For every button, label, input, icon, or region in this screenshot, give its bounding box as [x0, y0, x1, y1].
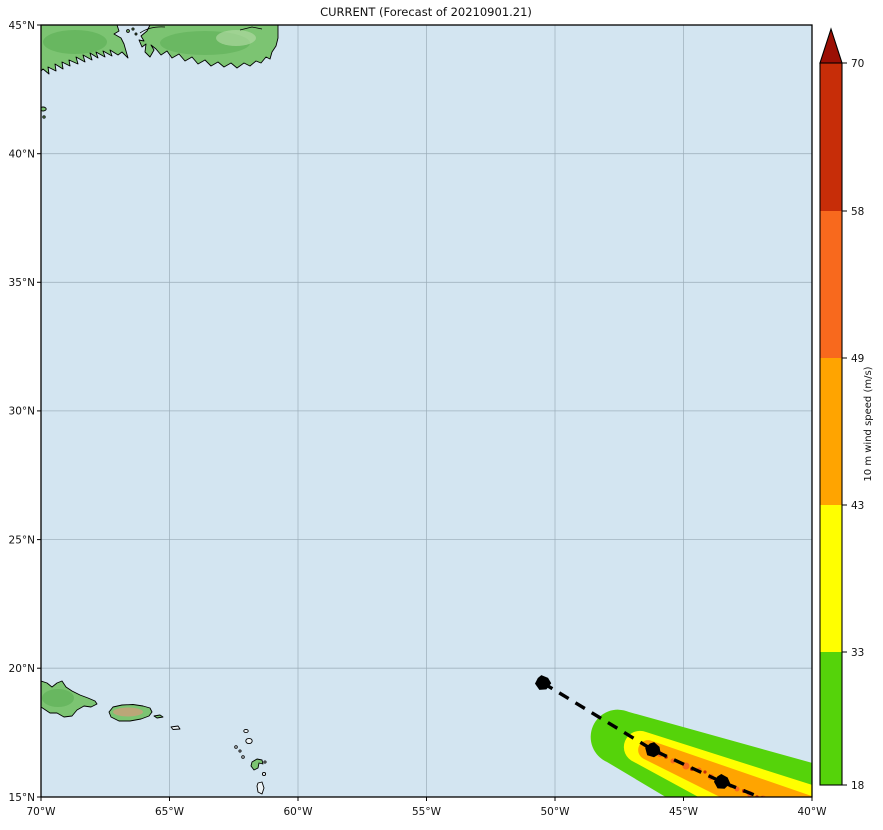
colorbar-segment-49-58: [820, 211, 842, 358]
terrain-shading: [42, 689, 74, 707]
colorbar-segment-33-43: [820, 505, 842, 652]
colorbar-tick-label-58: 58: [851, 206, 864, 218]
x-axis: 70°W 65°W 60°W 55°W 50°W 45°W 40°W: [27, 797, 828, 818]
islet: [131, 27, 135, 31]
coastline-detail: [139, 26, 166, 34]
y-tick-label-15n: 15°N: [9, 792, 35, 804]
y-axis: 45°N 40°N 35°N 30°N 25°N 20°N 15°N: [9, 20, 41, 804]
x-tick-label-60w: 60°W: [284, 806, 314, 818]
x-tick-label-55w: 55°W: [412, 806, 442, 818]
islet-antigua: [245, 737, 253, 745]
track-dashed-line: [542, 681, 765, 797]
colorbar-outline: [819, 62, 843, 786]
colorbar-tick-label-18: 18: [851, 780, 864, 792]
islet-st-croix: [170, 725, 181, 730]
plot-title: CURRENT (Forecast of 20210901.21): [320, 5, 532, 19]
islet-marie-galante: [261, 771, 267, 777]
islet-nantucket: [41, 106, 47, 112]
islet-barbuda: [243, 728, 249, 734]
x-tick-label-65w: 65°W: [155, 806, 185, 818]
islet-montserrat: [241, 755, 245, 759]
terrain-shading: [216, 30, 256, 46]
y-tick-label-20n: 20°N: [9, 663, 35, 675]
x-tick-label-45w: 45°W: [669, 806, 699, 818]
islet-dominica: [256, 781, 265, 795]
islet-vieques: [153, 714, 164, 719]
colorbar-tick-label-33: 33: [851, 647, 864, 659]
colorbar-axis-label: 10 m wind speed (m/s): [863, 366, 874, 481]
terrain-shading: [43, 30, 107, 54]
lesser-antilles: [234, 728, 267, 795]
colorbar-tick-label-43: 43: [851, 500, 864, 512]
y-tick-label-45n: 45°N: [9, 20, 35, 32]
colorbar-segment-18-33: [820, 652, 842, 785]
islet: [263, 760, 267, 764]
islet: [134, 32, 138, 36]
storm-track: [533, 673, 765, 797]
colorbar-extend-arrow: [819, 27, 843, 64]
y-tick-label-25n: 25°N: [9, 534, 35, 546]
map-area: [41, 25, 812, 797]
islet-st-kitts: [234, 745, 238, 749]
wind-swath: [590, 709, 812, 797]
y-tick-label-40n: 40°N: [9, 149, 35, 161]
colorbar-segment-58-70: [820, 63, 842, 211]
x-tick-label-40w: 40°W: [798, 806, 828, 818]
y-tick-label-30n: 30°N: [9, 406, 35, 418]
terrain-shading-tan: [113, 707, 143, 717]
coastline-detail: [239, 26, 263, 31]
swath-band-43ms: [638, 740, 812, 797]
islet: [126, 29, 130, 33]
colorbar-tick-label-70: 70: [851, 58, 864, 70]
islet-nevis: [238, 749, 242, 753]
landmass-hispaniola: [41, 680, 98, 718]
land-masses: [41, 25, 279, 795]
x-tick-label-50w: 50°W: [541, 806, 571, 818]
colorbar-tick-label-49: 49: [851, 353, 864, 365]
islet-guadeloupe: [250, 758, 264, 771]
landmass-maine-coast: [41, 25, 129, 75]
y-tick-label-35n: 35°N: [9, 277, 35, 289]
islet: [42, 115, 46, 119]
grid-lines: [41, 25, 812, 797]
x-tick-label-70w: 70°W: [27, 806, 57, 818]
colorbar: 70 58 49 43 33 18 10 m wind speed (m/s): [819, 27, 874, 792]
colorbar-segment-43-49: [820, 358, 842, 505]
